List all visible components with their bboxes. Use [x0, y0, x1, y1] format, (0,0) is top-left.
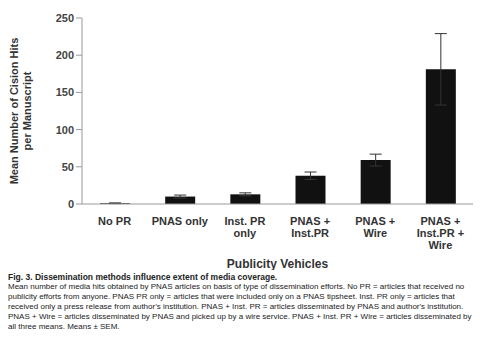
svg-text:100: 100 — [56, 124, 74, 136]
svg-text:PNAS +Inst.PR +Wire: PNAS +Inst.PR +Wire — [417, 215, 464, 251]
svg-text:Publicity Vehicles: Publicity Vehicles — [227, 257, 329, 270]
svg-text:PNAS +Wire: PNAS +Wire — [355, 215, 395, 239]
svg-text:PNAS +Inst.PR: PNAS +Inst.PR — [290, 215, 330, 239]
svg-text:Inst. PRonly: Inst. PRonly — [224, 215, 265, 239]
svg-text:PNAS only: PNAS only — [152, 215, 209, 227]
svg-text:Mean Number of Cision Hitsper: Mean Number of Cision Hitsper Manuscript — [8, 38, 33, 185]
html-text:Mean number of media hits obta: Mean number of media hits obtained by PN… — [8, 282, 472, 331]
svg-text:0: 0 — [68, 198, 74, 210]
svg-text:250: 250 — [56, 12, 74, 24]
svg-text:50: 50 — [62, 161, 74, 173]
svg-text:200: 200 — [56, 49, 74, 61]
svg-text:No PR: No PR — [98, 215, 131, 227]
svg-text:150: 150 — [56, 86, 74, 98]
html-text:Fig. 3. Dissemination methods: Fig. 3. Dissemination methods influence … — [8, 272, 278, 282]
